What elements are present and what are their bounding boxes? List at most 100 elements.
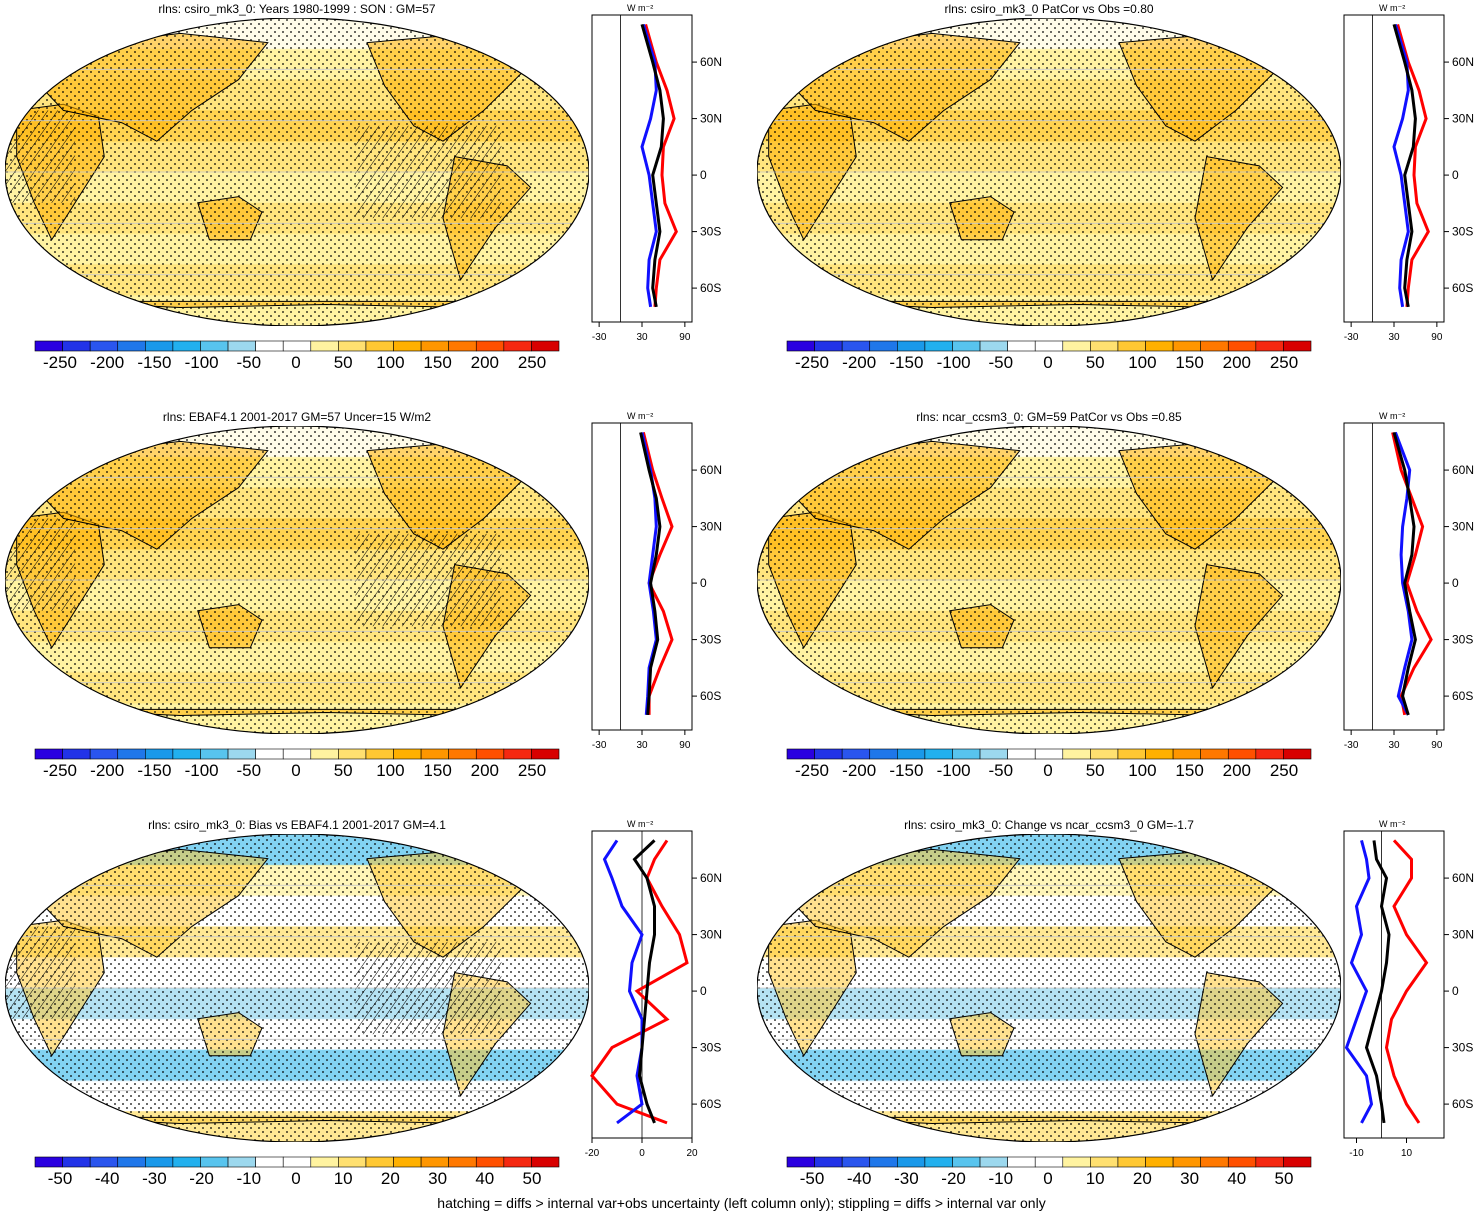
colorbar-swatch <box>1007 1156 1036 1168</box>
colorbar-label: -30 <box>142 1169 167 1188</box>
lat-label: 60S <box>700 689 721 703</box>
colorbar-label: 100 <box>376 761 405 780</box>
lat-label: 0 <box>1452 168 1459 182</box>
colorbar-swatch <box>1200 340 1229 352</box>
colorbar-label: 50 <box>333 353 353 372</box>
profile-unit-label: W m⁻² <box>1379 819 1405 829</box>
panel-6: rlns: csiro_mk3_0: Change vs ncar_ccsm3_… <box>752 816 1483 1216</box>
hatching-region <box>5 926 76 1019</box>
colorbar-swatch <box>420 1156 449 1168</box>
colorbar-label: -150 <box>889 353 924 372</box>
panel-title: rlns: EBAF4.1 2001-2017 GM=57 Uncer=15 W… <box>162 410 432 424</box>
colorbar-label: -200 <box>842 353 877 372</box>
colorbar-label: 100 <box>1128 353 1157 372</box>
profile-line-blue <box>1392 23 1410 308</box>
lat-label: 0 <box>700 576 707 590</box>
lat-label: 30N <box>1452 928 1474 942</box>
colorbar-label: 10 <box>333 1169 353 1188</box>
zonal-mean-profile: 60N 30N 0 30S 60S W m⁻² -30 30 90 <box>591 3 722 343</box>
lat-label: 30N <box>1452 112 1474 126</box>
lat-label: 30S <box>1452 225 1473 239</box>
colorbar-swatch <box>897 1156 926 1168</box>
colorbar-swatch <box>1283 1156 1312 1168</box>
colorbar-swatch <box>531 340 560 352</box>
lat-label: 30N <box>700 928 722 942</box>
colorbar-swatch <box>89 1156 119 1168</box>
profile-frame <box>1343 830 1445 1139</box>
profile-line-black <box>1392 23 1417 308</box>
colorbar-swatch <box>117 340 146 352</box>
colorbar-swatch <box>1200 748 1229 760</box>
colorbar-label: 250 <box>1269 353 1299 372</box>
colorbar-swatch <box>282 1156 312 1168</box>
colorbar-swatch <box>1034 1156 1064 1168</box>
colorbar-swatch <box>952 1156 981 1168</box>
colorbar-swatch <box>924 340 953 352</box>
colorbar-swatch <box>1283 748 1312 760</box>
colorbar-swatch <box>34 748 63 760</box>
colorbar-swatch <box>1227 340 1257 352</box>
colorbar-label: 30 <box>428 1169 448 1188</box>
colorbar-swatch <box>531 1156 560 1168</box>
colorbar-swatch <box>814 1156 843 1168</box>
colorbar-label: 30 <box>1180 1169 1200 1188</box>
profile-x-tick-label: 90 <box>679 332 691 343</box>
colorbar-swatch <box>924 748 953 760</box>
lat-label: 60N <box>700 463 722 477</box>
colorbar-swatch <box>475 1156 505 1168</box>
profile-frame <box>591 422 693 731</box>
colorbar-label: 250 <box>517 761 547 780</box>
colorbar-swatch <box>952 748 981 760</box>
colorbar-swatch <box>310 1156 339 1168</box>
colorbar-swatch <box>979 340 1008 352</box>
profile-x-tick-label: -30 <box>1344 332 1359 343</box>
profile-unit-label: W m⁻² <box>627 819 653 829</box>
colorbar-swatch <box>310 340 339 352</box>
map-border <box>5 426 589 734</box>
profile-line-red <box>1384 839 1429 1124</box>
colorbar-swatch <box>365 340 394 352</box>
colorbar-label: 150 <box>423 761 452 780</box>
colorbar-label: 50 <box>1274 1169 1294 1188</box>
lat-label: 60N <box>700 55 722 69</box>
colorbar-swatch <box>1227 748 1257 760</box>
colorbar-swatch <box>34 340 63 352</box>
colorbar-label: 100 <box>376 353 405 372</box>
profile-unit-label: W m⁻² <box>1379 3 1405 13</box>
colorbar-label: -40 <box>94 1169 120 1188</box>
colorbar-label: 40 <box>1227 1169 1247 1188</box>
colorbar-label: 0 <box>1043 761 1053 780</box>
profile-frame <box>1343 14 1445 323</box>
colorbar-swatch <box>531 748 560 760</box>
colorbar-swatch <box>1034 748 1064 760</box>
map-border <box>757 426 1341 734</box>
colorbar-swatch <box>227 340 256 352</box>
zonal-mean-profile: 60N 30N 0 30S 60S W m⁻² -30 30 90 <box>1343 411 1474 751</box>
colorbar-swatch <box>420 340 449 352</box>
colorbar-label: 0 <box>1043 1169 1053 1188</box>
lat-label: 0 <box>700 168 707 182</box>
lat-label: 60N <box>1452 463 1474 477</box>
profile-unit-label: W m⁻² <box>627 3 653 13</box>
map-border <box>5 834 589 1142</box>
profile-line-black <box>639 432 662 716</box>
colorbar-swatch <box>255 1156 284 1168</box>
colorbar-swatch <box>172 1156 201 1168</box>
zonal-mean-profile: 60N 30N 0 30S 60S W m⁻² -10 10 <box>1343 819 1474 1159</box>
colorbar-swatch <box>200 1156 229 1168</box>
map-border <box>757 834 1341 1142</box>
hatching-region <box>5 110 76 203</box>
world-map <box>5 834 589 1142</box>
colorbar-swatch <box>869 1156 898 1168</box>
colorbar-label: 20 <box>1132 1169 1152 1188</box>
colorbar-swatch <box>1172 748 1201 760</box>
colorbar-label: 50 <box>522 1169 542 1188</box>
colorbar-swatch <box>255 340 284 352</box>
colorbar-swatch <box>1007 748 1036 760</box>
colorbar-swatch <box>62 340 91 352</box>
profile-line-black <box>632 839 656 1124</box>
profile-x-tick-label: -30 <box>592 332 607 343</box>
colorbar-label: 200 <box>470 761 499 780</box>
colorbar-swatch <box>897 340 926 352</box>
panel-title: rlns: csiro_mk3_0: Change vs ncar_ccsm3_… <box>904 818 1194 832</box>
